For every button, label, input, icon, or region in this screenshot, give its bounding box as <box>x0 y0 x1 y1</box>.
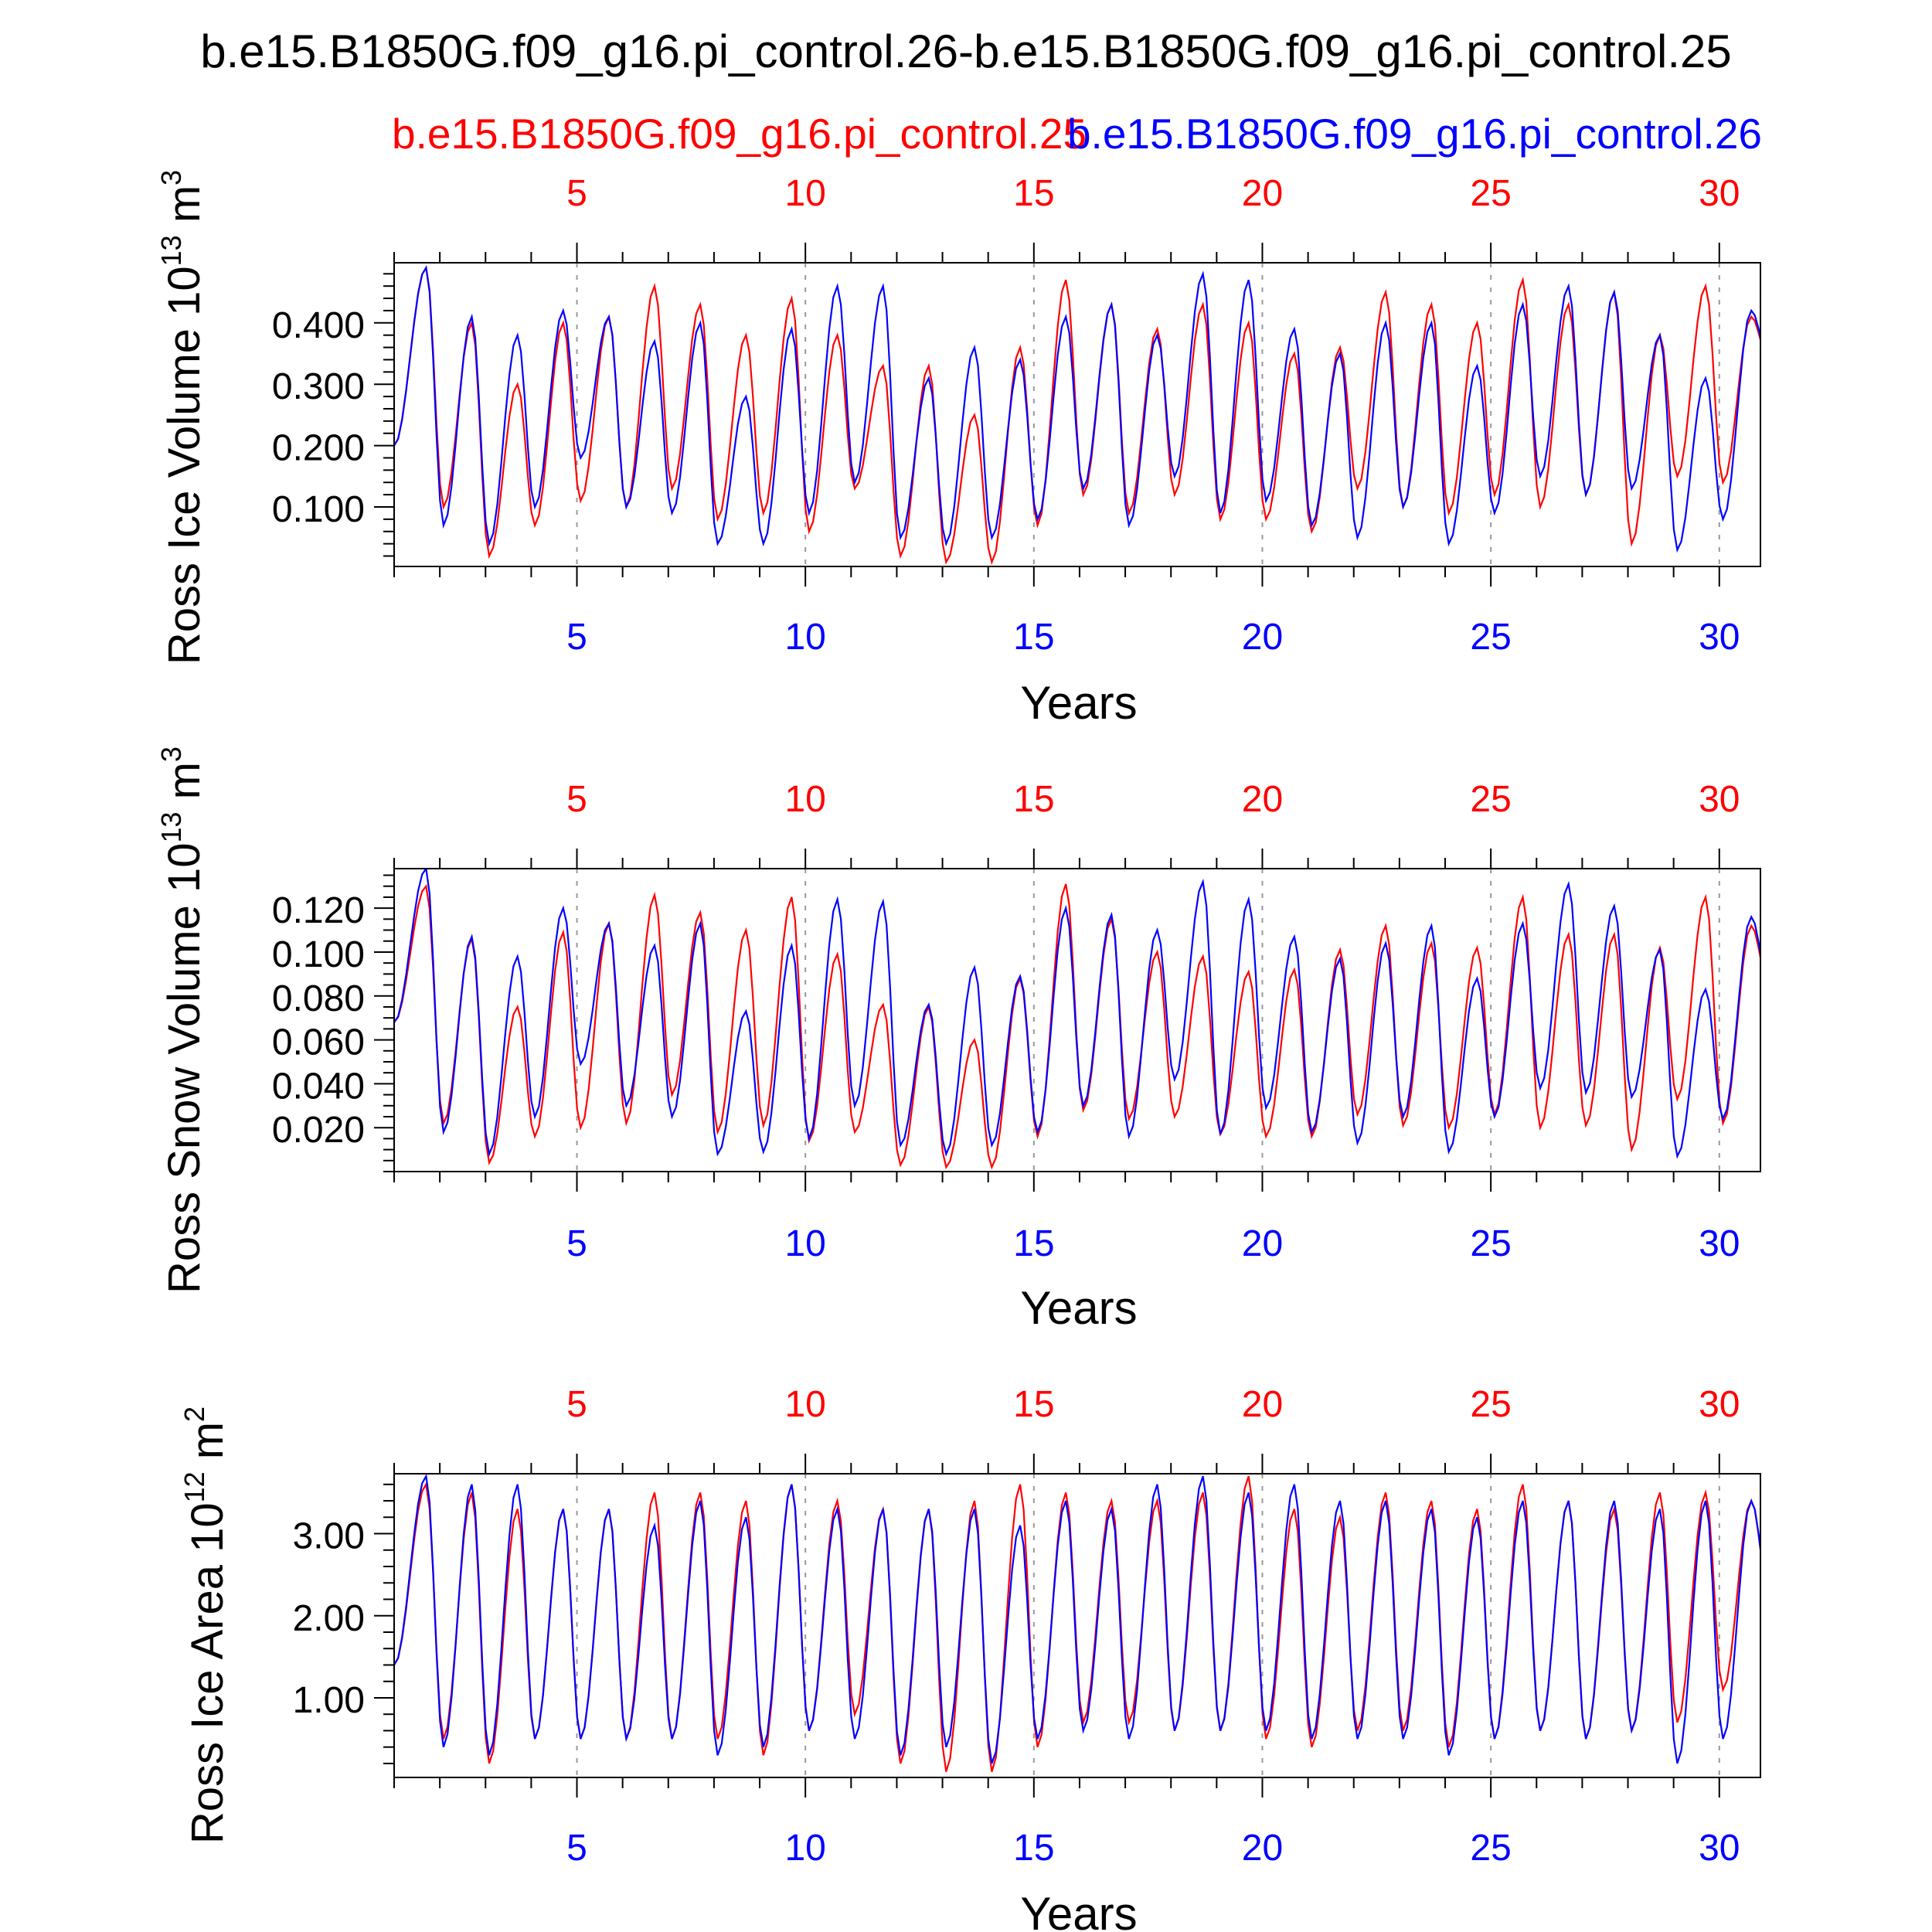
x-tick-label-bottom: 5 <box>566 1828 587 1869</box>
y-tick-label: 2.00 <box>293 1598 365 1639</box>
x-tick-label-bottom: 25 <box>1470 1223 1511 1264</box>
x-tick-label-top: 15 <box>1013 779 1054 820</box>
x-tick-label-top: 15 <box>1013 1384 1054 1425</box>
x-tick-label-bottom: 25 <box>1470 617 1511 658</box>
y-axis-label: Ross Ice Area 1012 m2 <box>179 1406 233 1844</box>
y-tick-label: 0.200 <box>272 428 365 469</box>
x-axis-label: Years <box>1020 677 1137 729</box>
x-tick-label-top: 20 <box>1242 173 1283 214</box>
y-axis-label: Ross Snow Volume 1013 m3 <box>155 747 209 1294</box>
y-tick-label: 0.060 <box>272 1022 365 1063</box>
x-tick-label-top: 25 <box>1470 1384 1511 1425</box>
y-axis-label-unit: m <box>182 1422 233 1471</box>
plot-frame <box>393 262 1761 567</box>
x-tick-label-top: 10 <box>784 779 825 820</box>
y-axis-label-unit-exponent: 3 <box>155 170 187 185</box>
x-axis-label: Years <box>1020 1888 1137 1932</box>
x-tick-label-bottom: 20 <box>1242 617 1283 658</box>
x-tick-label-top: 30 <box>1699 1384 1740 1425</box>
x-tick-label-bottom: 5 <box>566 1223 587 1264</box>
legend-red-label: b.e15.B1850G.f09_g16.pi_control.25 <box>392 110 1087 158</box>
x-tick-label-bottom: 10 <box>784 617 825 658</box>
x-tick-label-bottom: 20 <box>1242 1828 1283 1869</box>
y-tick-label: 0.120 <box>272 890 365 931</box>
x-tick-label-top: 5 <box>566 173 587 214</box>
series-line-blue <box>394 265 1760 553</box>
x-tick-label-bottom: 10 <box>784 1828 825 1869</box>
figure-title: b.e15.B1850G.f09_g16.pi_control.26-b.e15… <box>200 26 1732 77</box>
x-tick-label-top: 10 <box>784 173 825 214</box>
x-tick-label-top: 30 <box>1699 779 1740 820</box>
y-axis-label-exponent: 12 <box>179 1471 210 1502</box>
series-line-blue <box>394 869 1760 1159</box>
x-tick-label-top: 5 <box>566 779 587 820</box>
y-axis-label-unit-exponent: 3 <box>155 747 187 762</box>
y-tick-label: 1.00 <box>293 1680 365 1721</box>
series-line-blue <box>394 1474 1760 1764</box>
x-tick-label-bottom: 15 <box>1013 1223 1054 1264</box>
x-tick-label-top: 20 <box>1242 779 1283 820</box>
legend-blue-label: b.e15.B1850G.f09_g16.pi_control.26 <box>1067 110 1762 158</box>
x-tick-label-bottom: 15 <box>1013 1828 1054 1869</box>
y-tick-label: 0.300 <box>272 366 365 407</box>
y-tick-label: 0.080 <box>272 978 365 1019</box>
y-axis-label-text: Ross Ice Volume 10 <box>159 266 209 665</box>
x-tick-label-bottom: 10 <box>784 1223 825 1264</box>
x-tick-label-top: 30 <box>1699 173 1740 214</box>
y-tick-label: 0.400 <box>272 305 365 346</box>
x-tick-label-top: 15 <box>1013 173 1054 214</box>
y-axis-label-exponent: 13 <box>155 235 187 266</box>
y-axis-label-unit-exponent: 2 <box>179 1406 210 1422</box>
x-axis-label: Years <box>1020 1282 1137 1334</box>
panel-3: 1.00 2.00 3.00 5 5 10 10 15 15 20 20 25 25 30 30 Years R… <box>179 1384 1761 1932</box>
series-line-red <box>394 883 1760 1170</box>
x-tick-label-top: 20 <box>1242 1384 1283 1425</box>
y-axis-label: Ross Ice Volume 1013 m3 <box>155 170 209 665</box>
y-tick-label: 0.100 <box>272 934 365 975</box>
x-tick-label-bottom: 5 <box>566 617 587 658</box>
x-tick-label-bottom: 20 <box>1242 1223 1283 1264</box>
panels: 0.1000.2000.3000.40055101015152020252530… <box>155 170 1761 1932</box>
x-tick-label-bottom: 15 <box>1013 617 1054 658</box>
x-tick-label-top: 25 <box>1470 173 1511 214</box>
y-tick-label: 0.100 <box>272 489 365 530</box>
x-tick-label-bottom: 30 <box>1699 617 1740 658</box>
y-axis-label-text: Ross Snow Volume 10 <box>159 842 209 1294</box>
x-tick-label-bottom: 30 <box>1699 1223 1740 1264</box>
y-tick-label: 0.020 <box>272 1110 365 1151</box>
plot-frame <box>393 1473 1761 1778</box>
y-axis-label-text: Ross Ice Area 10 <box>182 1502 233 1844</box>
x-tick-label-top: 10 <box>784 1384 825 1425</box>
plot-frame <box>393 868 1761 1172</box>
x-tick-label-top: 5 <box>566 1384 587 1425</box>
panel-1: 0.100 0.200 0.300 0.400 5 5 10 10 15 15 20 20 25 25 30… <box>155 170 1761 729</box>
x-tick-label-top: 25 <box>1470 779 1511 820</box>
series-line-red <box>394 1475 1760 1772</box>
y-axis-label-exponent: 13 <box>155 811 187 842</box>
y-axis-label-unit: m <box>159 185 209 235</box>
y-axis-label-unit: m <box>159 762 209 811</box>
y-tick-label: 0.040 <box>272 1066 365 1107</box>
y-tick-label: 3.00 <box>293 1516 365 1557</box>
x-tick-label-bottom: 25 <box>1470 1828 1511 1869</box>
x-tick-label-bottom: 30 <box>1699 1828 1740 1869</box>
